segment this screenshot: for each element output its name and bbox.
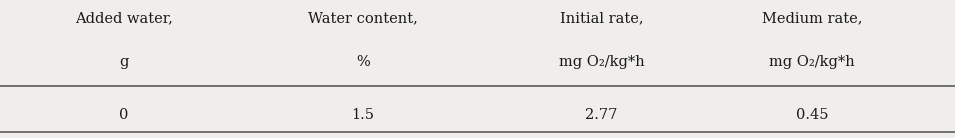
Text: mg O₂/kg*h: mg O₂/kg*h — [769, 55, 855, 69]
Text: %: % — [356, 55, 370, 69]
Text: mg O₂/kg*h: mg O₂/kg*h — [559, 55, 645, 69]
Text: Added water,: Added water, — [75, 11, 173, 25]
Text: Initial rate,: Initial rate, — [560, 11, 644, 25]
Text: Medium rate,: Medium rate, — [761, 11, 862, 25]
Text: 2.77: 2.77 — [585, 108, 618, 122]
Text: 0.45: 0.45 — [796, 108, 828, 122]
Text: 0: 0 — [119, 108, 129, 122]
Text: g: g — [119, 55, 129, 69]
Text: 1.5: 1.5 — [351, 108, 374, 122]
Text: Water content,: Water content, — [308, 11, 418, 25]
